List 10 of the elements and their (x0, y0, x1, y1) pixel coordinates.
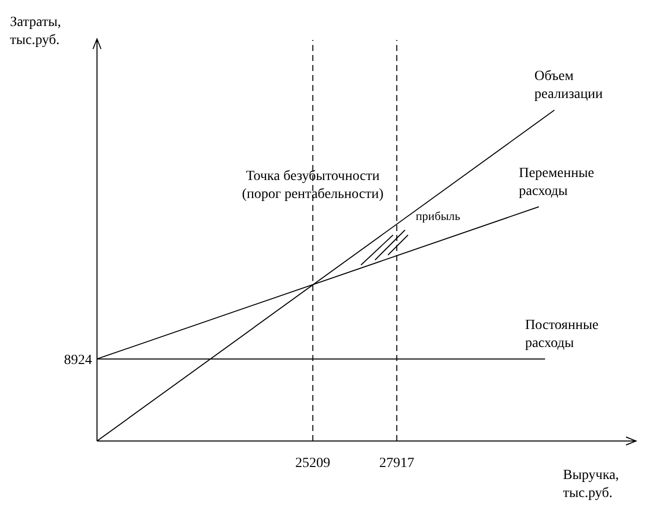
x-axis-title: Выручка, тыс.руб. (563, 468, 619, 501)
text: 8924 (64, 353, 92, 368)
x-tick-label: 25209 (295, 456, 330, 471)
series-label: Объем реализации (534, 69, 604, 102)
annotation: прибыль (416, 209, 461, 223)
series-label: Переменные расходы (518, 166, 594, 199)
ref-line-label: Точка безубыточности (порог рентабельности) (242, 169, 384, 202)
x-tick-label: 27917 (379, 456, 414, 471)
text: Затраты, тыс.руб. (10, 15, 62, 48)
series-label: Постоянные расходы (525, 318, 598, 351)
